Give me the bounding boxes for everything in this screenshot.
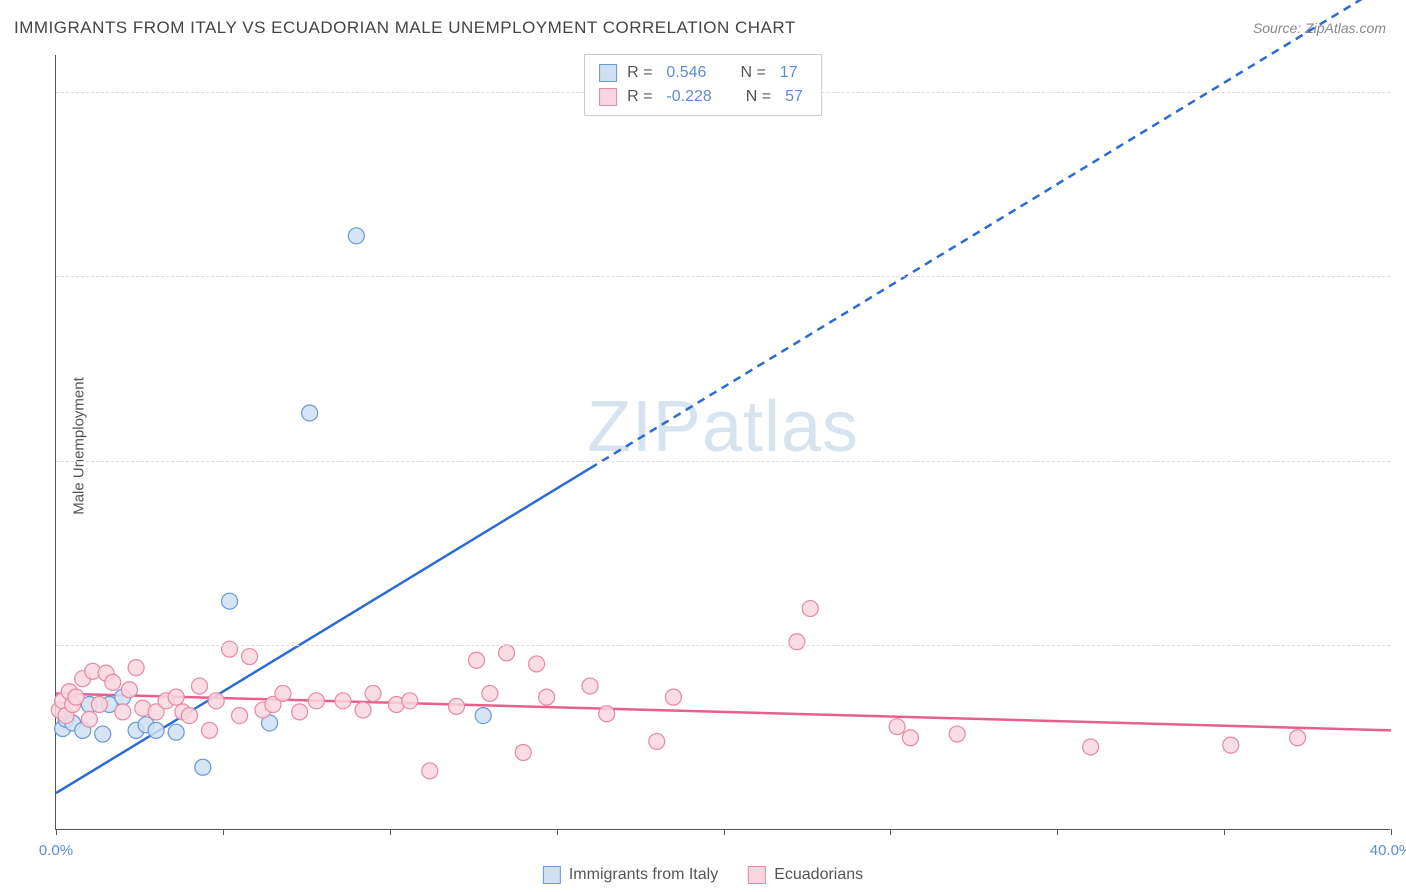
data-point [499,645,515,661]
trend-line [56,468,590,793]
plot-area: ZIPatlas 10.0%20.0%30.0%40.0%0.0%40.0% [55,55,1390,830]
x-tick [223,829,224,835]
legend-item: Immigrants from Italy [543,866,718,884]
legend-swatch-pink [748,866,766,884]
legend-item: Ecuadorians [748,866,863,884]
data-point [105,674,121,690]
data-point [902,730,918,746]
data-point [202,722,218,738]
n-label: N = [746,85,771,109]
correlation-legend: R = 0.546 N = 17 R = -0.228 N = 57 [584,54,822,116]
data-point [182,708,198,724]
x-tick [56,829,57,835]
data-point [121,682,137,698]
data-point [208,693,224,709]
data-point [582,678,598,694]
chart-title: IMMIGRANTS FROM ITALY VS ECUADORIAN MALE… [14,18,796,38]
data-point [128,660,144,676]
data-point [475,708,491,724]
data-point [789,634,805,650]
series-legend: Immigrants from Italy Ecuadorians [543,866,863,884]
data-point [91,697,107,713]
x-tick [724,829,725,835]
r-label: R = [627,85,652,109]
data-point [469,652,485,668]
data-point [539,689,555,705]
x-tick [1057,829,1058,835]
r-value: 0.546 [666,61,706,85]
gridline [56,276,1390,277]
data-point [148,722,164,738]
data-point [599,706,615,722]
data-point [949,726,965,742]
data-point [335,693,351,709]
x-tick [890,829,891,835]
data-point [292,704,308,720]
data-point [308,693,324,709]
r-value: -0.228 [666,85,711,109]
data-point [665,689,681,705]
legend-row: R = 0.546 N = 17 [599,61,807,85]
data-point [81,711,97,727]
data-point [242,649,258,665]
x-tick [1391,829,1392,835]
data-point [1290,730,1306,746]
data-point [115,704,131,720]
data-point [1223,737,1239,753]
data-point [482,685,498,701]
x-tick-label: 0.0% [39,842,73,859]
x-tick [390,829,391,835]
data-point [422,763,438,779]
data-point [222,593,238,609]
data-point [195,759,211,775]
n-value: 57 [785,85,803,109]
x-tick [1224,829,1225,835]
data-point [449,698,465,714]
n-label: N = [740,61,765,85]
data-point [348,228,364,244]
source-attribution: Source: ZipAtlas.com [1253,20,1386,36]
data-point [168,689,184,705]
data-point [402,693,418,709]
data-point [365,685,381,701]
r-label: R = [627,61,652,85]
data-point [515,745,531,761]
data-point [355,702,371,718]
legend-swatch-pink [599,88,617,106]
legend-swatch-blue [599,64,617,82]
legend-row: R = -0.228 N = 57 [599,85,807,109]
data-point [168,724,184,740]
data-point [68,689,84,705]
data-point [802,601,818,617]
data-point [302,405,318,421]
correlation-chart: IMMIGRANTS FROM ITALY VS ECUADORIAN MALE… [0,0,1406,892]
x-tick-label: 40.0% [1370,842,1406,859]
gridline [56,645,1390,646]
scatter-svg [56,55,1391,830]
gridline [56,461,1390,462]
n-value: 17 [780,61,798,85]
legend-label: Ecuadorians [774,866,863,884]
data-point [222,641,238,657]
data-point [529,656,545,672]
x-tick [557,829,558,835]
data-point [95,726,111,742]
data-point [889,719,905,735]
data-point [275,685,291,701]
legend-label: Immigrants from Italy [569,866,718,884]
data-point [192,678,208,694]
data-point [649,733,665,749]
data-point [1083,739,1099,755]
data-point [232,708,248,724]
legend-swatch-blue [543,866,561,884]
